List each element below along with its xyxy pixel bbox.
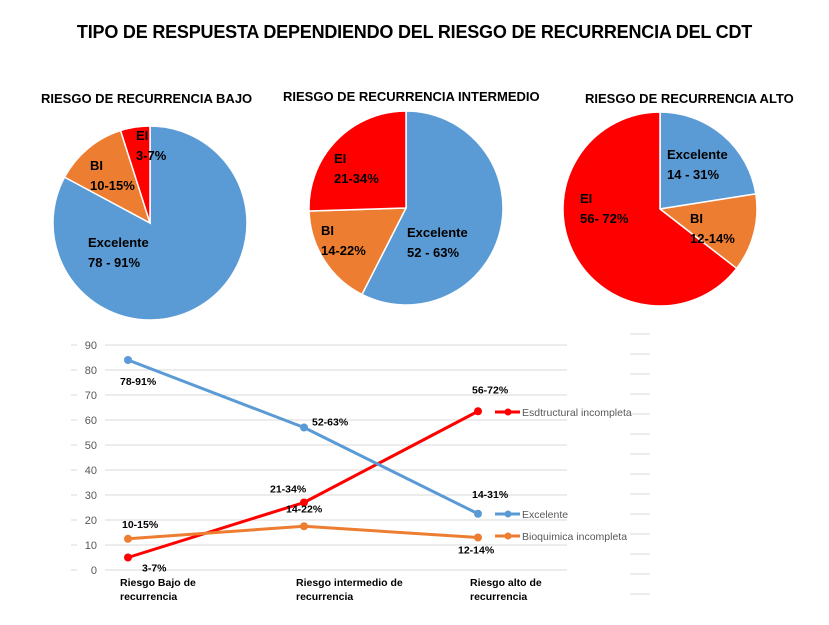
- pie-slice-ei: [119, 125, 151, 224]
- y-tick-label: 40: [85, 465, 97, 477]
- pie-slice-label-bi: BI 10-15%: [90, 158, 135, 193]
- data-point-excelente: [300, 423, 308, 432]
- series-bioquimica: 10-15% 14-22% 12-14%: [122, 503, 495, 556]
- data-point-bioquimica: [124, 534, 132, 543]
- line-chart: 0 10 20 30 40 50 60 70 80 90 Riesgo Bajo de recurre…: [71, 333, 650, 603]
- pie-slice-label-ei: EI 21-34%: [334, 151, 379, 186]
- data-label-estructural: 3-7%: [142, 563, 167, 575]
- legend-item-excelente: Excelente: [495, 509, 568, 521]
- data-label-estructural: 21-34%: [270, 484, 307, 496]
- y-tick-label: 20: [85, 515, 97, 527]
- data-point-estructural: [474, 407, 482, 416]
- data-label-excelente: 78-91%: [120, 376, 157, 388]
- data-label-bioquimica: 14-22%: [286, 503, 323, 515]
- y-tick-label: 60: [85, 415, 97, 427]
- data-point-excelente: [124, 356, 132, 364]
- pie-slice-ei: [308, 110, 407, 212]
- pie-intermedio: Excelente 52 - 63% BI 14-22% EI 21-34%: [308, 110, 504, 306]
- data-point-estructural: [300, 498, 308, 507]
- data-point-bioquimica: [300, 522, 308, 531]
- legend-label: Esdtructural incompleta: [522, 407, 632, 419]
- data-label-excelente: 52-63%: [312, 417, 349, 429]
- y-tick-label: 0: [91, 565, 97, 577]
- pie-slice-label-excelente: Excelente 78 - 91%: [88, 235, 149, 270]
- legend-label: Excelente: [522, 509, 568, 521]
- pie-slice-label-bi: BI 12-14%: [690, 211, 735, 246]
- pie-slice-bi: [308, 207, 408, 296]
- y-tick-label: 10: [85, 540, 97, 552]
- y-tick-label: 90: [85, 340, 97, 352]
- legend-swatch-marker: [504, 532, 512, 540]
- pie-alto: Excelente 14 - 31% BI 12-14% EI 56- 72%: [562, 111, 758, 307]
- legend-label: Bioquimica incompleta: [522, 531, 627, 543]
- y-tick-label: 30: [85, 490, 97, 502]
- legend-item-estructural: Esdtructural incompleta: [495, 407, 632, 419]
- legend-item-bioquimica: Bioquimica incompleta: [495, 531, 627, 543]
- y-tick-label: 80: [85, 365, 97, 377]
- pie-slice-label-ei: EI 56- 72%: [580, 191, 629, 226]
- pie-slice-label-ei: EI 3-7%: [136, 128, 167, 163]
- pie-slice-label-excelente: Excelente 14 - 31%: [667, 147, 728, 182]
- y-tick-label: 50: [85, 440, 97, 452]
- pie-slice-label-excelente: Excelente 52 - 63%: [407, 225, 468, 260]
- pie-bajo: Excelente 78 - 91% BI 10-15%EI 3-7%: [52, 125, 248, 321]
- pie-slice-excelente: [659, 111, 757, 210]
- pie-slice-ei: [562, 111, 738, 307]
- pie-slice-excelente: [52, 125, 248, 321]
- pie-slice-bi: [63, 129, 152, 225]
- pie-title-bajo: RIESGO DE RECURRENCIA BAJO: [41, 91, 253, 106]
- x-category-label: Riesgo alto de recurrencia: [470, 577, 542, 603]
- data-label-bioquimica: 10-15%: [122, 519, 159, 531]
- main-title: TIPO DE RESPUESTA DEPENDIENDO DEL RIESGO…: [76, 22, 753, 42]
- pie-slice-excelente: [360, 110, 504, 306]
- pie-slice-bi: [658, 192, 758, 270]
- data-label-estructural: 56-72%: [472, 384, 509, 396]
- pie-title-intermedio: RIESGO DE RECURRENCIA INTERMEDIO: [283, 89, 540, 104]
- data-label-excelente: 14-31%: [472, 489, 509, 501]
- data-label-bioquimica: 12-14%: [458, 545, 495, 557]
- pie-title-alto: RIESGO DE RECURRENCIA ALTO: [585, 91, 794, 106]
- y-tick-label: 70: [85, 390, 97, 402]
- x-category-label: Riesgo intermedio de recurrencia: [296, 577, 403, 603]
- x-category-label: Riesgo Bajo de recurrencia: [120, 577, 196, 603]
- data-point-excelente: [474, 509, 482, 518]
- series-estructural: 3-7% 21-34% 56-72%: [124, 384, 509, 575]
- series-excelente: 78-91% 52-63% 14-31%: [120, 356, 509, 518]
- legend-swatch-marker: [504, 408, 512, 416]
- data-point-estructural: [124, 553, 132, 562]
- data-point-bioquimica: [474, 533, 482, 542]
- legend-swatch-marker: [504, 510, 512, 518]
- pie-slice-label-bi: BI 14-22%: [321, 223, 366, 258]
